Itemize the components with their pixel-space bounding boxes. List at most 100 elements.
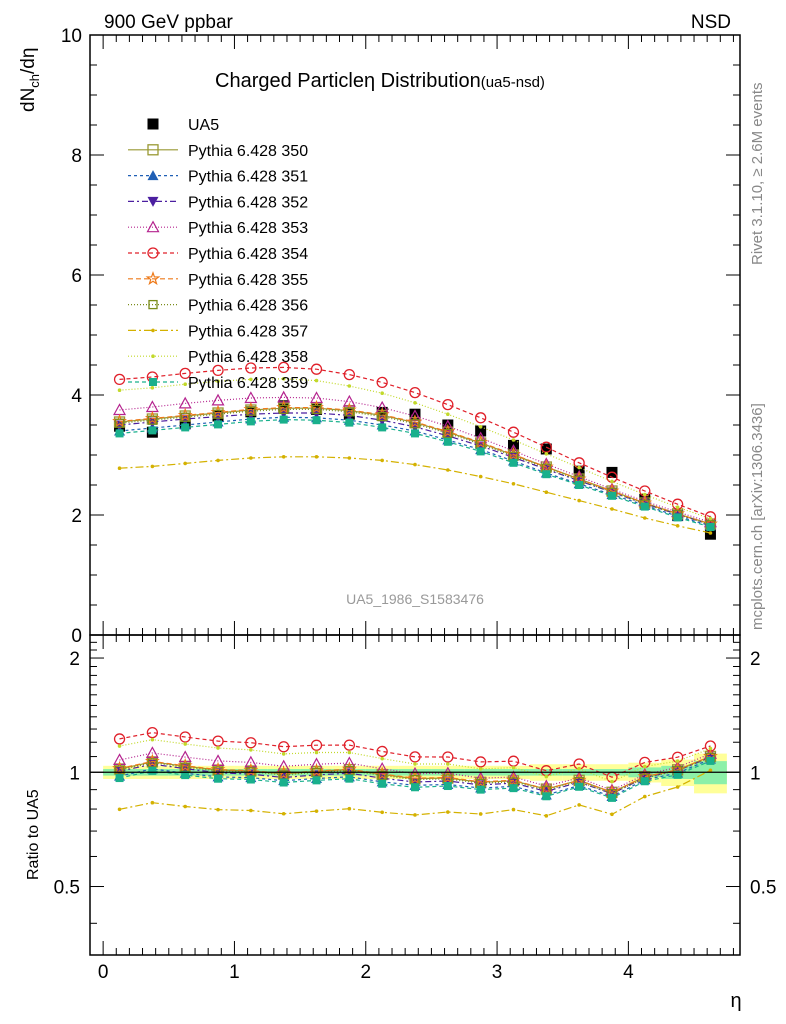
main-point-7-5 (279, 404, 289, 415)
legend-label-0: UA5 (188, 117, 219, 134)
main-point-10-18 (706, 523, 715, 531)
ratio-point-8-12 (511, 807, 516, 812)
ratio-point-8-18 (708, 768, 713, 773)
main-point-7-9 (410, 419, 420, 429)
ratio-point-5-0 (113, 733, 126, 745)
ratio-point-9-0 (117, 744, 122, 748)
ratio-point-9-2 (183, 742, 188, 746)
main-point-4-9 (408, 409, 422, 422)
main-point-10-8 (378, 423, 387, 432)
title-sub-text: (ua5-nsd) (481, 74, 545, 91)
legend: UA5 Pythia 6.428 350 Pythia 6.428 351 Pythi… (128, 117, 308, 392)
ratio-point-10-17 (673, 770, 682, 779)
main-point-10-17 (673, 513, 682, 522)
ratio-series-line-5 (119, 731, 711, 778)
main-series-9 (117, 377, 713, 521)
main-point-9-8 (380, 391, 384, 396)
main-point-8-1 (150, 464, 155, 469)
main-point-8-16 (642, 516, 647, 520)
ratio-plot-frame (89, 634, 741, 956)
legend-marker-10 (149, 378, 157, 386)
ratio-point-9-14 (577, 766, 581, 771)
main-point-10-3 (214, 420, 223, 429)
legend-marker-5 (147, 247, 159, 259)
main-y-tick-label: 8 (71, 146, 82, 167)
main-point-7-4 (246, 406, 256, 416)
ratio-point-7-0 (114, 765, 125, 775)
ratio-point-7-1 (147, 758, 158, 768)
main-point-5-7 (343, 368, 355, 381)
ratio-point-8-5 (281, 811, 286, 816)
main-y-tick-label: 10 (61, 26, 82, 47)
ratio-series-10 (115, 756, 715, 802)
ratio-point-10-16 (640, 777, 649, 786)
main-point-5-3 (212, 364, 224, 377)
main-point-4-7 (342, 394, 356, 407)
main-point-9-2 (183, 382, 188, 387)
main-y-axis-label: dNch/dη (18, 48, 42, 112)
main-point-5-8 (376, 376, 388, 389)
rivet-version-label: Rivet 3.1.10, ≥ 2.6M events (749, 83, 766, 266)
main-series-line-9 (119, 378, 711, 520)
legend-marker-8 (151, 328, 155, 333)
x-tick-label: 4 (623, 962, 634, 983)
ratio-point-8-0 (117, 807, 122, 812)
ratio-point-5-5 (278, 741, 290, 753)
main-point-7-6 (311, 404, 322, 415)
main-point-10-5 (279, 415, 288, 424)
ratio-point-8-17 (675, 785, 680, 789)
main-point-8-6 (314, 455, 319, 459)
ratio-point-10-3 (214, 774, 223, 783)
ratio-point-5-3 (212, 735, 224, 747)
main-point-9-10 (446, 412, 450, 417)
ratio-point-10-5 (279, 778, 288, 787)
ratio-point-9-12 (511, 765, 516, 770)
ratio-point-9-10 (446, 762, 450, 766)
ratio-point-10-1 (148, 766, 157, 775)
main-point-7-3 (213, 409, 223, 419)
legend-label-2: Pythia 6.428 351 (188, 169, 308, 186)
ratio-y-axis-label: Ratio to UA5 (25, 789, 42, 880)
ratio-point-5-4 (245, 737, 257, 749)
legend-label-8: Pythia 6.428 357 (188, 323, 308, 340)
main-series-line-6 (119, 407, 711, 525)
main-point-9-3 (216, 379, 220, 384)
ratio-point-4-4 (244, 755, 258, 768)
main-series-line-7 (119, 408, 711, 526)
main-point-5-4 (245, 362, 257, 374)
ratio-point-5-1 (146, 726, 159, 739)
main-point-9-15 (610, 479, 614, 484)
legend-marker-4 (146, 220, 160, 233)
main-point-5-12 (507, 426, 520, 438)
main-point-7-1 (147, 415, 158, 425)
main-point-8-4 (249, 456, 253, 460)
ratio-point-8-4 (249, 808, 253, 813)
main-y-tick-label: 6 (71, 266, 82, 287)
ratio-point-7-7 (344, 765, 354, 776)
ratio-point-5-6 (310, 739, 323, 751)
main-point-8-10 (446, 468, 450, 472)
legend-marker-1 (147, 144, 159, 156)
ratio-plot-panel: 0.5 0.5 1 1 2 2 0 1 2 3 4 Ratio to UA5 η (25, 634, 776, 1012)
ratio-point-10-4 (246, 775, 255, 784)
main-point-9-11 (478, 425, 483, 429)
ratio-point-9-1 (150, 737, 155, 742)
ratio-point-8-11 (478, 812, 483, 816)
mcplots-label: mcplots.cern.ch [arXiv:1306.3436] (749, 403, 766, 630)
main-point-10-0 (115, 429, 124, 438)
legend-marker-3 (147, 196, 159, 207)
main-point-9-6 (314, 378, 319, 383)
ratio-point-5-2 (179, 731, 191, 743)
main-point-5-18 (704, 511, 717, 523)
legend-marker-0 (147, 118, 159, 130)
ratio-point-10-2 (181, 771, 190, 780)
ratio-point-8-1 (150, 800, 155, 805)
ratio-point-9-8 (380, 756, 384, 761)
main-point-8-14 (577, 498, 581, 503)
main-title: Charged Particleη Distribution(ua5-nsd) (215, 70, 545, 92)
legend-label-7: Pythia 6.428 356 (188, 298, 308, 315)
ratio-y-tick-label: 2 (69, 649, 80, 670)
ratio-point-10-15 (607, 793, 616, 802)
title-eta-text: η (364, 70, 375, 92)
